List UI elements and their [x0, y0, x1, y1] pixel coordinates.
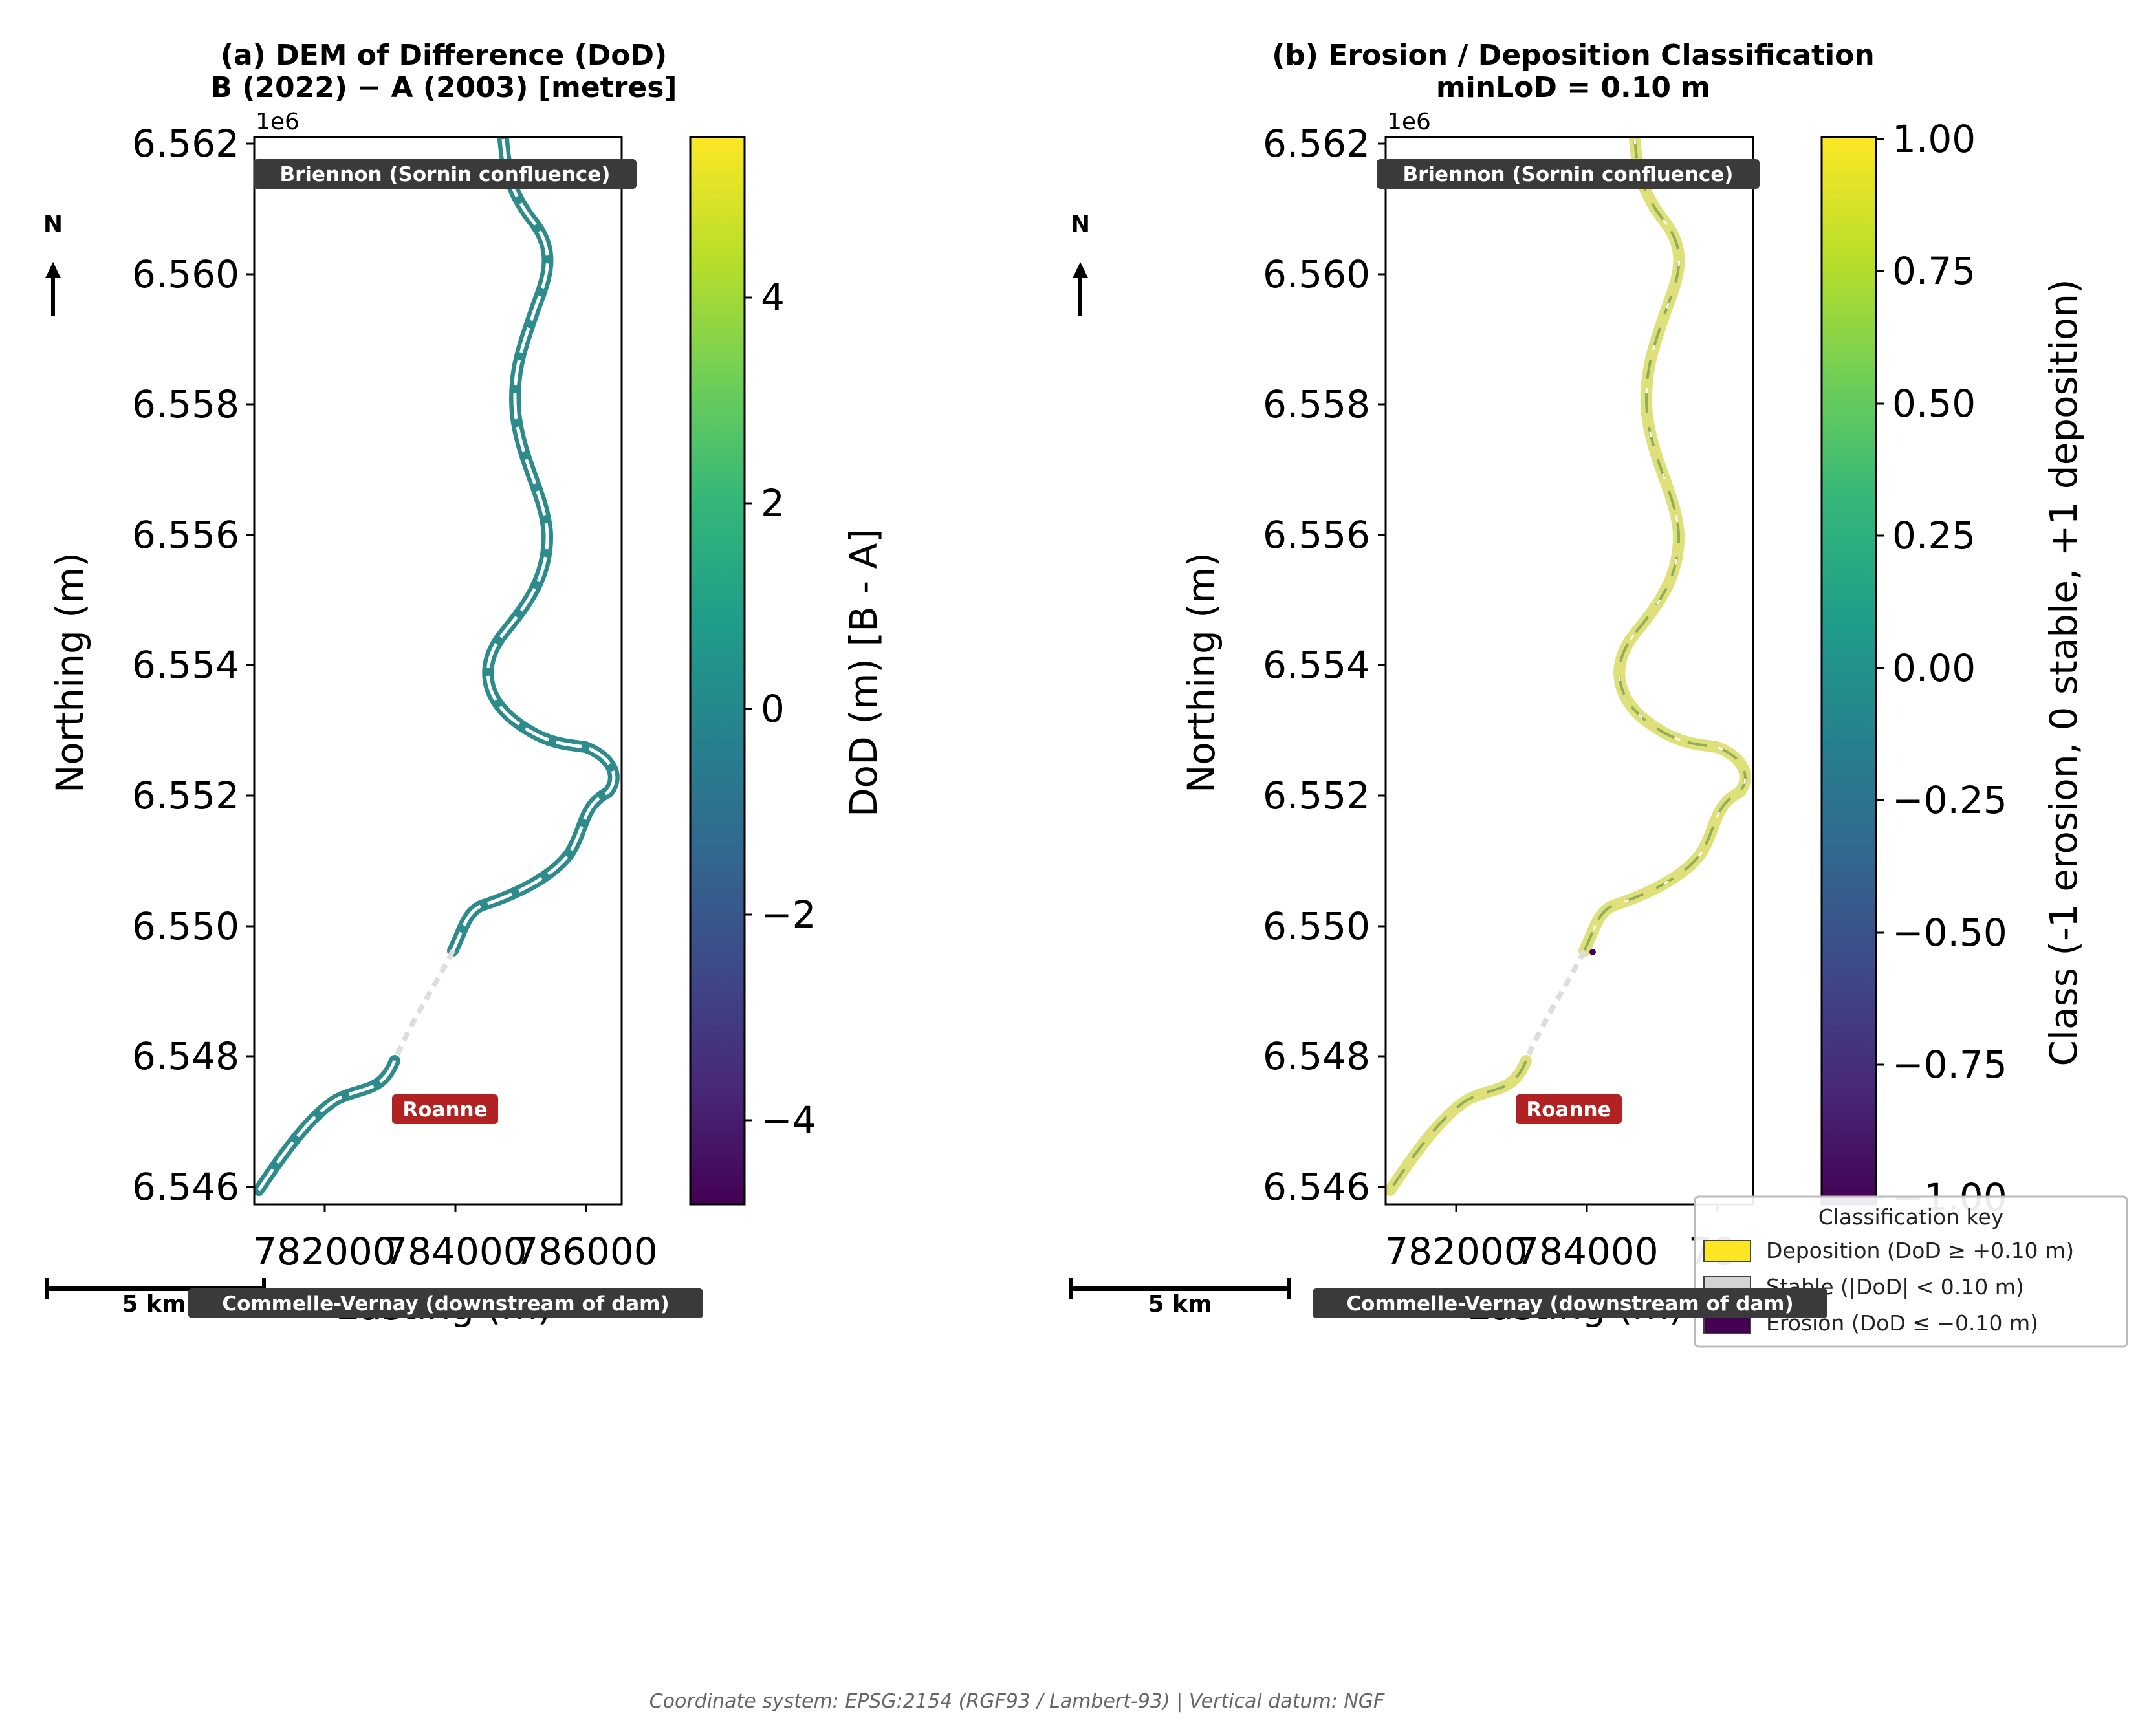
panel-a: (a) DEM of Difference (DoD) B (2022) − A…	[43, 39, 886, 1329]
y-tick-label: 6.550	[1263, 904, 1370, 948]
river-gap-b	[1523, 949, 1587, 1062]
panel-b: (b) Erosion / Deposition Classification …	[1069, 39, 2128, 1348]
x-tick-label: 784000	[384, 1230, 527, 1274]
x-tick-label: 784000	[1515, 1230, 1658, 1274]
colorbar-tick-label: 4	[761, 276, 785, 320]
panel-b-subtitle: minLoD = 0.10 m	[1436, 71, 1710, 104]
colorbar-tick-label: 2	[761, 481, 785, 525]
erosion-patch	[1589, 949, 1596, 955]
colorbar-tick-label: 0.75	[1892, 249, 1976, 293]
y-tick-label: 6.558	[132, 382, 239, 426]
panel-b-title: (b) Erosion / Deposition Classification	[1272, 39, 1874, 72]
panel-b-y-ticks: 6.562 6.560 6.558 6.556 6.554 6.552 6.55…	[1263, 122, 1386, 1209]
panel-b-x-ticks: 782000 784000 78	[1384, 1204, 1736, 1274]
y-tick-label: 6.556	[1263, 513, 1370, 557]
legend-item-deposition: Deposition (DoD ≥ +0.10 m)	[1766, 1238, 2074, 1263]
north-label: N	[1071, 211, 1090, 237]
panel-a-y-ticks: 6.562 6.560 6.558 6.556 6.554 6.552 6.55…	[132, 122, 254, 1209]
panel-b-colorbar-label: Class (-1 erosion, 0 stable, +1 depositi…	[2042, 279, 2086, 1066]
scale-bar-label: 5 km	[122, 1291, 186, 1318]
panel-b-axes-frame	[1384, 136, 1754, 1206]
x-tick-label: 782000	[1384, 1230, 1527, 1274]
colorbar-tick-label: −4	[761, 1098, 816, 1142]
panel-a-colorbar-ticks: 4 2 0 −2 −4	[745, 276, 816, 1142]
panel-a-river	[254, 137, 620, 1196]
panel-a-subtitle: B (2022) − A (2003) [metres]	[210, 71, 677, 104]
panel-a-axes-frame	[253, 136, 623, 1206]
y-tick-label: 6.558	[1263, 382, 1370, 426]
panel-a-offset: 1e6	[256, 109, 300, 135]
downstream-label: Commelle-Vernay (downstream of dam)	[188, 1288, 703, 1318]
y-tick-label: 6.552	[1263, 774, 1370, 818]
panel-a-x-ticks: 782000 784000 786000	[253, 1204, 658, 1274]
river-upper-a	[447, 137, 620, 957]
scale-bar-label: 5 km	[1148, 1291, 1212, 1318]
panel-b-ylabel: Northing (m)	[1179, 552, 1223, 793]
panel-a-title: (a) DEM of Difference (DoD)	[221, 39, 667, 72]
y-tick-label: 6.562	[132, 122, 239, 166]
north-arrow-icon: N	[43, 211, 63, 316]
footer-note: Coordinate system: EPSG:2154 (RGF93 / La…	[649, 1690, 1385, 1713]
legend-title: Classification key	[1818, 1204, 2004, 1230]
panel-a-colorbar-label: DoD (m) [B - A]	[842, 528, 886, 817]
colorbar-tick-label: 0.50	[1892, 382, 1976, 426]
y-tick-label: 6.560	[1263, 252, 1370, 296]
y-tick-label: 6.546	[1263, 1165, 1370, 1209]
panel-a-ylabel: Northing (m)	[48, 552, 92, 793]
y-tick-label: 6.550	[132, 904, 239, 948]
panel-b-colorbar	[1820, 136, 1877, 1206]
panel-a-colorbar	[689, 136, 746, 1206]
x-tick-label: 786000	[514, 1230, 657, 1274]
y-tick-label: 6.552	[132, 774, 239, 818]
colorbar-tick-label: −0.50	[1892, 911, 2007, 955]
panel-b-colorbar-ticks: 1.00 0.75 0.50 0.25 0.00 −0.25 −0.50 −0.…	[1876, 117, 2007, 1219]
y-tick-label: 6.548	[1263, 1034, 1370, 1078]
upstream-label: Briennon (Sornin confluence)	[254, 159, 637, 189]
scale-bar: 5 km	[1069, 1278, 1291, 1318]
svg-text:Briennon (Sornin confluence): Briennon (Sornin confluence)	[280, 163, 611, 186]
classification-legend: Classification key Deposition (DoD ≥ +0.…	[1694, 1195, 2128, 1348]
colorbar-tick-label: 0.00	[1892, 646, 1976, 690]
river-lower-a	[254, 1055, 400, 1196]
north-arrow-icon: N	[1071, 211, 1090, 316]
downstream-label: Commelle-Vernay (downstream of dam)	[1313, 1288, 1827, 1318]
y-tick-label: 6.548	[132, 1034, 239, 1078]
svg-text:Commelle-Vernay (downstream o: Commelle-Vernay (downstream of dam)	[1346, 1292, 1793, 1316]
svg-text:Commelle-Vernay (downstream o: Commelle-Vernay (downstream of dam)	[222, 1292, 669, 1316]
colorbar-tick-label: −0.25	[1892, 778, 2007, 822]
y-tick-label: 6.554	[1263, 643, 1370, 687]
y-tick-label: 6.546	[132, 1165, 239, 1209]
upstream-label: Briennon (Sornin confluence)	[1377, 159, 1760, 189]
panel-b-river	[1386, 137, 1751, 1196]
panel-b-offset: 1e6	[1387, 109, 1431, 135]
colorbar-tick-label: −0.75	[1892, 1043, 2007, 1087]
y-tick-label: 6.556	[132, 513, 239, 557]
colorbar-tick-label: 1.00	[1892, 117, 1976, 161]
colorbar-tick-label: 0.25	[1892, 514, 1976, 558]
north-label: N	[43, 211, 63, 237]
svg-text:Roanne: Roanne	[1526, 1098, 1611, 1122]
colorbar-tick-label: 0	[761, 687, 785, 731]
y-tick-label: 6.560	[132, 252, 239, 296]
city-label: Roanne	[1516, 1094, 1622, 1124]
river-gap-a	[392, 949, 455, 1062]
colorbar-tick-label: −2	[761, 893, 816, 937]
river-lower-b	[1386, 1055, 1532, 1196]
y-tick-label: 6.562	[1263, 122, 1370, 166]
river-upper-b	[1578, 137, 1751, 957]
svg-text:Roanne: Roanne	[402, 1098, 487, 1122]
x-tick-label: 782000	[253, 1230, 396, 1274]
svg-text:Briennon (Sornin confluence): Briennon (Sornin confluence)	[1403, 163, 1734, 186]
city-label: Roanne	[392, 1094, 498, 1124]
legend-swatch-deposition	[1703, 1240, 1751, 1262]
y-tick-label: 6.554	[132, 643, 239, 687]
